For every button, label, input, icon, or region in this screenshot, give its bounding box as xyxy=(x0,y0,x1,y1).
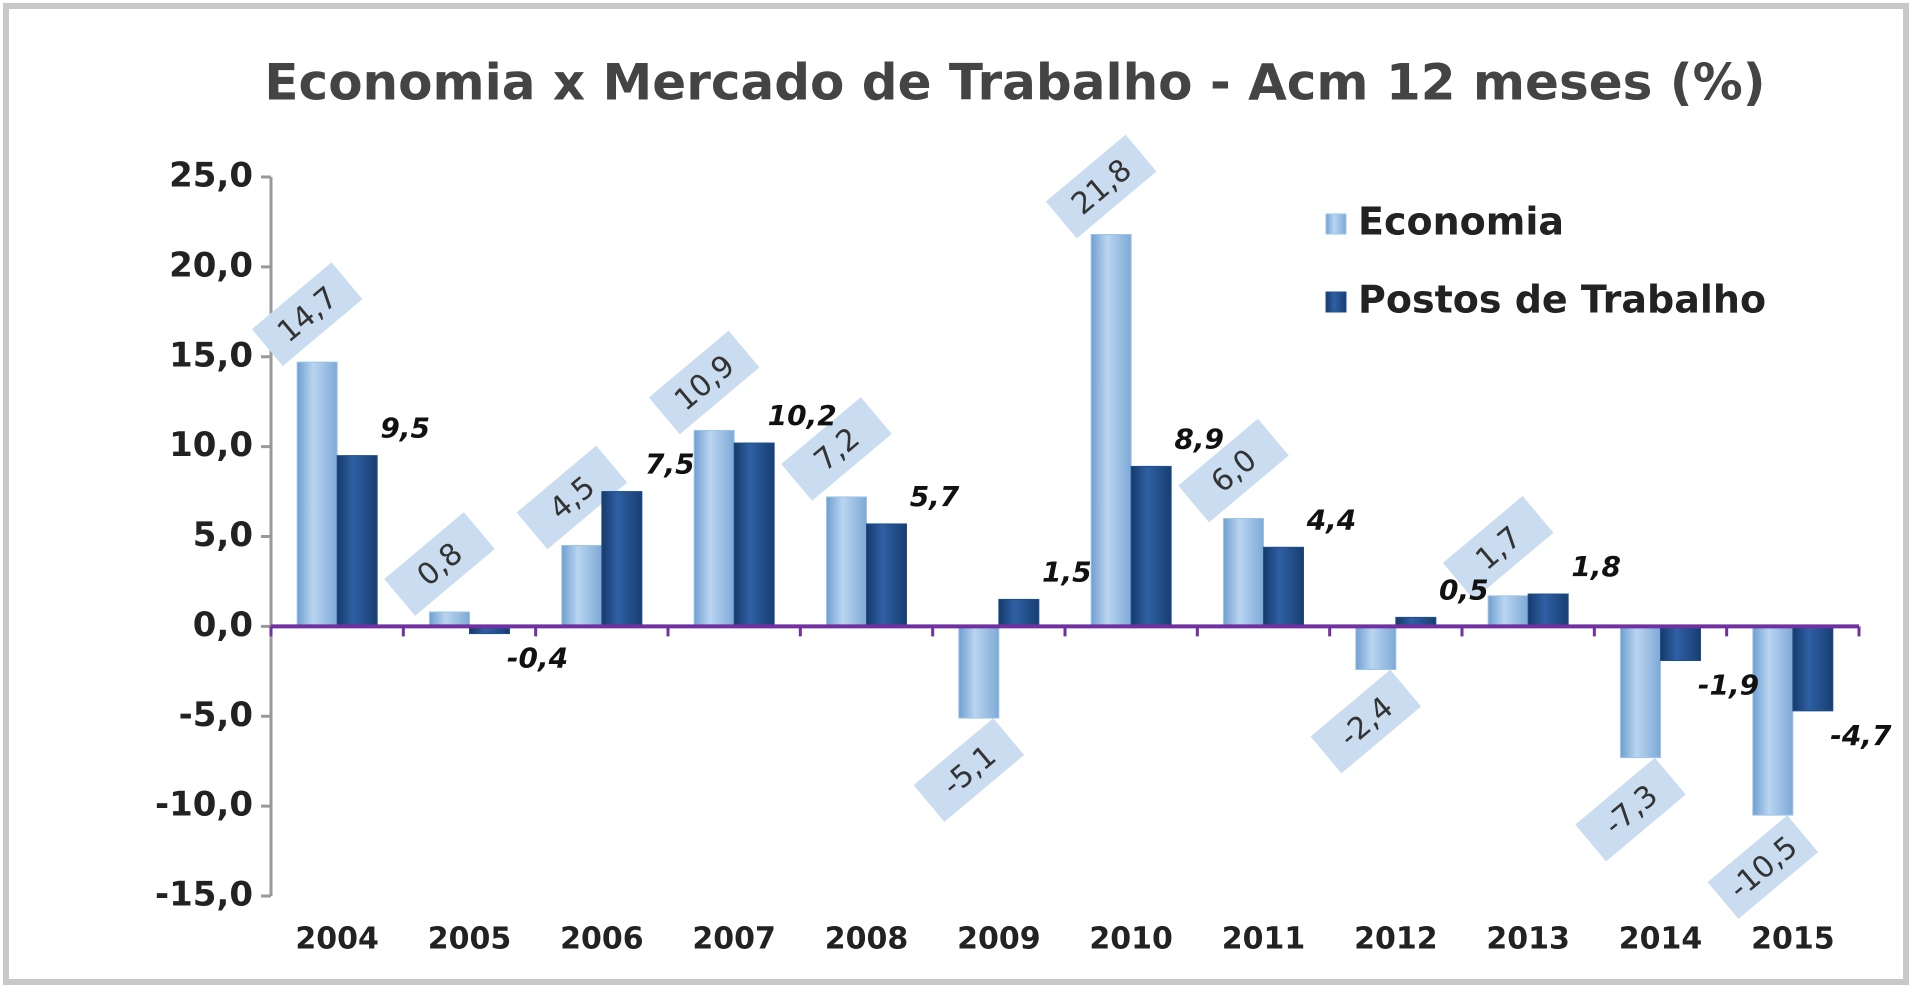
x-tick-label: 2013 xyxy=(1486,922,1570,957)
bar xyxy=(826,496,867,627)
bar xyxy=(866,523,907,627)
legend-swatch xyxy=(1325,213,1347,235)
bar xyxy=(1487,595,1529,627)
bar xyxy=(601,491,643,627)
bar xyxy=(1620,625,1661,759)
bar xyxy=(1223,518,1264,627)
data-label: 1,5 xyxy=(1042,555,1092,588)
data-label: 5,7 xyxy=(910,480,960,513)
bar xyxy=(958,625,1000,719)
legend-swatch xyxy=(1325,291,1347,313)
bar xyxy=(1130,465,1172,627)
bar xyxy=(998,598,1040,627)
data-label: 8,9 xyxy=(1174,422,1224,455)
data-label-bg xyxy=(1178,418,1289,523)
data-label-bg xyxy=(251,262,363,366)
y-tick-label: -15,0 xyxy=(155,875,253,915)
data-label: -1,9 xyxy=(1698,669,1759,702)
bar xyxy=(1660,625,1701,662)
x-tick-label: 2011 xyxy=(1222,922,1306,957)
data-label-bg xyxy=(913,718,1025,822)
bar xyxy=(296,361,338,627)
data-label-bg xyxy=(516,445,628,550)
x-tick-label: 2004 xyxy=(295,922,379,957)
data-label-bg xyxy=(648,330,760,435)
x-tick-label: 2009 xyxy=(957,922,1041,957)
data-label-bg xyxy=(781,397,892,501)
data-label-bg xyxy=(1575,757,1686,862)
data-label-bg xyxy=(1045,134,1157,239)
x-tick-label: 2015 xyxy=(1751,922,1835,957)
y-tick-label: 5,0 xyxy=(193,515,253,555)
x-tick-label: 2007 xyxy=(692,922,776,957)
x-tick-label: 2010 xyxy=(1089,922,1173,957)
y-tick-label: -10,0 xyxy=(155,785,253,825)
x-tick-label: 2012 xyxy=(1354,922,1438,957)
bar xyxy=(1527,593,1569,627)
data-label-bg xyxy=(1707,815,1819,919)
bar xyxy=(733,442,775,627)
y-tick-label: 20,0 xyxy=(169,245,253,285)
bar xyxy=(1090,234,1132,627)
data-label: 9,5 xyxy=(380,412,430,445)
data-label-bg xyxy=(1310,669,1422,774)
bar xyxy=(1752,625,1794,816)
data-label-bg xyxy=(384,512,495,616)
y-tick-label: 0,0 xyxy=(193,605,253,645)
data-label: -4,7 xyxy=(1830,719,1892,752)
data-label: 1,8 xyxy=(1571,550,1621,583)
y-tick-label: 10,0 xyxy=(169,425,253,465)
legend-label: Economia xyxy=(1358,200,1564,244)
bar xyxy=(1355,625,1397,671)
bar xyxy=(429,611,470,627)
x-tick-label: 2008 xyxy=(825,922,909,957)
x-tick-label: 2014 xyxy=(1619,922,1703,957)
y-tick-label: -5,0 xyxy=(179,695,253,735)
x-tick-label: 2006 xyxy=(560,922,644,957)
y-tick-label: 15,0 xyxy=(169,335,253,375)
bar xyxy=(693,429,735,627)
y-tick-label: 25,0 xyxy=(169,156,253,196)
data-label-bg xyxy=(1442,496,1554,600)
legend-label: Postos de Trabalho xyxy=(1358,278,1766,322)
bar xyxy=(1792,625,1834,712)
bar xyxy=(336,455,378,627)
data-label: 10,2 xyxy=(768,399,837,432)
x-tick-label: 2005 xyxy=(428,922,512,957)
bar xyxy=(561,544,603,627)
data-label: 4,4 xyxy=(1306,503,1357,536)
bar xyxy=(1263,546,1304,627)
data-label: -0,4 xyxy=(507,642,568,675)
data-label: 7,5 xyxy=(645,448,695,481)
data-label: 0,5 xyxy=(1439,573,1489,606)
chart-title: Economia x Mercado de Trabalho - Acm 12 … xyxy=(264,54,1765,112)
